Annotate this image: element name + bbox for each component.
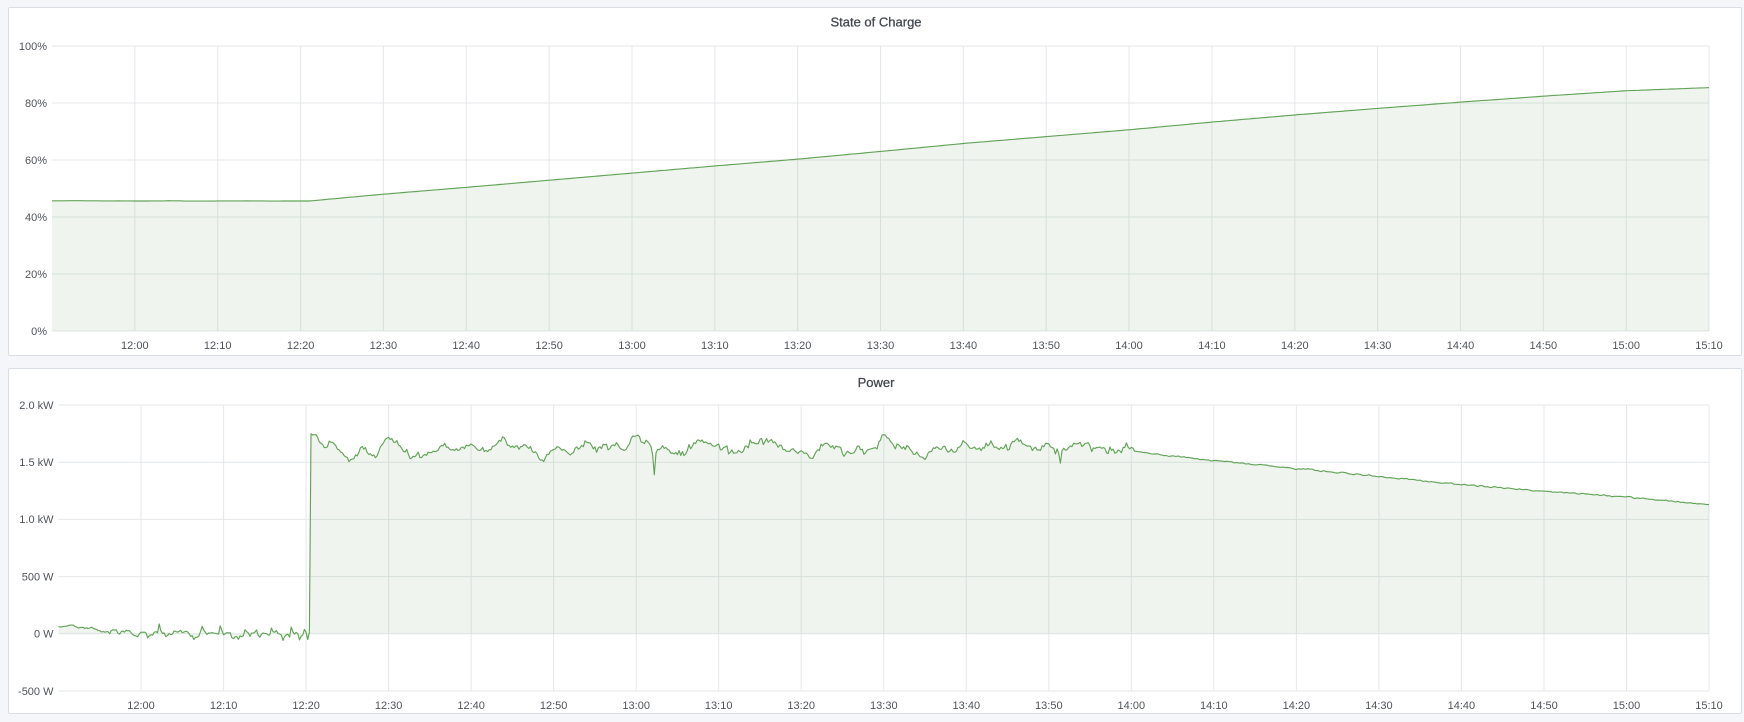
svg-text:1.5 kW: 1.5 kW (19, 457, 54, 469)
svg-text:2.0 kW: 2.0 kW (19, 400, 54, 412)
svg-text:13:50: 13:50 (1035, 700, 1063, 712)
svg-text:14:40: 14:40 (1447, 340, 1475, 352)
svg-text:12:40: 12:40 (452, 340, 480, 352)
svg-text:14:20: 14:20 (1281, 340, 1309, 352)
svg-text:13:00: 13:00 (622, 700, 650, 712)
svg-text:14:00: 14:00 (1118, 700, 1146, 712)
svg-text:13:50: 13:50 (1032, 340, 1060, 352)
svg-text:-500 W: -500 W (18, 686, 54, 698)
svg-text:14:50: 14:50 (1530, 340, 1558, 352)
svg-text:12:10: 12:10 (204, 340, 232, 352)
svg-text:15:00: 15:00 (1612, 340, 1640, 352)
svg-text:12:40: 12:40 (457, 700, 485, 712)
svg-text:13:30: 13:30 (867, 340, 895, 352)
svg-text:12:50: 12:50 (535, 340, 563, 352)
svg-text:60%: 60% (25, 155, 47, 167)
svg-text:15:10: 15:10 (1695, 340, 1723, 352)
svg-text:40%: 40% (25, 212, 47, 224)
svg-text:80%: 80% (25, 98, 47, 110)
svg-text:0%: 0% (31, 326, 47, 338)
svg-text:1.0 kW: 1.0 kW (19, 514, 54, 526)
svg-text:13:20: 13:20 (784, 340, 812, 352)
svg-text:State of Charge: State of Charge (830, 15, 921, 30)
svg-text:13:40: 13:40 (953, 700, 981, 712)
svg-text:500 W: 500 W (22, 571, 54, 583)
svg-text:14:50: 14:50 (1530, 700, 1558, 712)
svg-text:14:30: 14:30 (1365, 700, 1393, 712)
svg-text:12:30: 12:30 (375, 700, 403, 712)
svg-text:14:10: 14:10 (1200, 700, 1228, 712)
svg-text:14:40: 14:40 (1448, 700, 1476, 712)
svg-text:12:30: 12:30 (370, 340, 398, 352)
svg-text:14:20: 14:20 (1283, 700, 1311, 712)
svg-text:12:50: 12:50 (540, 700, 568, 712)
svg-text:12:20: 12:20 (287, 340, 315, 352)
svg-text:20%: 20% (25, 269, 47, 281)
svg-text:13:00: 13:00 (618, 340, 646, 352)
svg-text:14:00: 14:00 (1115, 340, 1143, 352)
svg-text:13:10: 13:10 (705, 700, 733, 712)
svg-text:15:10: 15:10 (1695, 700, 1723, 712)
svg-text:13:40: 13:40 (950, 340, 978, 352)
svg-text:0 W: 0 W (34, 629, 54, 641)
svg-text:12:20: 12:20 (292, 700, 320, 712)
svg-text:12:00: 12:00 (121, 340, 149, 352)
svg-text:12:10: 12:10 (210, 700, 238, 712)
svg-text:15:00: 15:00 (1613, 700, 1641, 712)
svg-text:13:30: 13:30 (870, 700, 898, 712)
svg-text:12:00: 12:00 (127, 700, 155, 712)
svg-text:13:10: 13:10 (701, 340, 729, 352)
svg-text:14:10: 14:10 (1198, 340, 1226, 352)
svg-text:14:30: 14:30 (1364, 340, 1392, 352)
svg-text:13:20: 13:20 (787, 700, 815, 712)
svg-text:100%: 100% (19, 41, 47, 53)
svg-text:Power: Power (858, 375, 896, 390)
